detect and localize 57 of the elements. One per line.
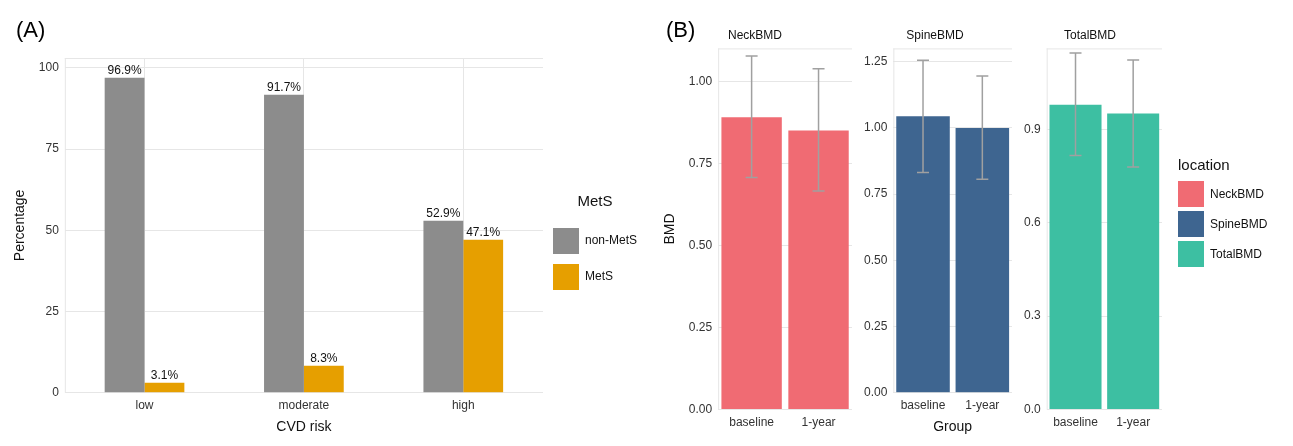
x-tick-label: moderate bbox=[278, 398, 330, 413]
x-tick-label: baseline bbox=[729, 415, 775, 430]
y-axis-title: BMD bbox=[661, 213, 678, 245]
data-label: 47.1% bbox=[466, 225, 501, 240]
chart-title: TotalBMD bbox=[1063, 27, 1117, 42]
y-tick-label: 75 bbox=[45, 141, 60, 156]
x-tick-label: low bbox=[135, 398, 154, 413]
bar bbox=[423, 220, 464, 393]
y-tick-label: 25 bbox=[45, 303, 60, 318]
text: NeckBMD bbox=[1210, 186, 1265, 201]
bar bbox=[264, 94, 304, 393]
legend-label: TotalBMD bbox=[1210, 246, 1263, 261]
text: SpineBMD bbox=[906, 27, 965, 42]
data-label: 3.1% bbox=[150, 368, 179, 383]
y-tick-label: 0.0 bbox=[1023, 401, 1041, 416]
y-tick-label: 0.00 bbox=[864, 385, 888, 400]
x-tick-label: high bbox=[451, 398, 475, 413]
legend-title: MetS bbox=[577, 191, 613, 209]
y-tick-label: 1.25 bbox=[864, 53, 888, 68]
text: SpineBMD bbox=[1210, 216, 1268, 231]
x-tick-label: 1-year bbox=[965, 398, 1000, 413]
x-axis-title: CVD risk bbox=[276, 418, 333, 435]
y-tick-label: 50 bbox=[45, 222, 60, 237]
y-tick-label: 0.50 bbox=[864, 252, 888, 267]
text: (A) bbox=[16, 17, 46, 43]
y-tick-label: 1.00 bbox=[864, 120, 888, 135]
x-tick-label: 1-year bbox=[1116, 415, 1151, 430]
y-tick-label: 0.9 bbox=[1023, 121, 1041, 136]
y-tick-label: 0 bbox=[52, 385, 60, 400]
data-label: 8.3% bbox=[310, 351, 338, 366]
y-tick-label: 0.75 bbox=[864, 186, 888, 201]
legend-label: non-MetS bbox=[584, 233, 638, 248]
y-tick-label: 1.00 bbox=[688, 73, 713, 88]
y-tick-label: 0.75 bbox=[688, 155, 713, 170]
x-tick-label: baseline bbox=[1053, 415, 1099, 430]
bar bbox=[144, 382, 185, 393]
y-tick-label: 100 bbox=[38, 60, 60, 75]
data-label: 52.9% bbox=[426, 206, 461, 221]
x-tick-label: 1-year bbox=[801, 415, 836, 430]
y-axis-title: Percentage bbox=[11, 189, 28, 262]
y-tick-label: 0.00 bbox=[688, 401, 713, 416]
x-tick-label: baseline bbox=[900, 398, 946, 413]
bar bbox=[104, 77, 145, 393]
y-tick-label: 0.25 bbox=[864, 318, 888, 333]
y-tick-label: 0.3 bbox=[1023, 308, 1041, 323]
x-axis-title: Group bbox=[933, 418, 973, 435]
data-label: 96.9% bbox=[107, 63, 142, 78]
y-tick-label: 0.25 bbox=[688, 319, 713, 334]
text: (B) bbox=[666, 17, 696, 43]
y-tick-label: 0.50 bbox=[688, 237, 713, 252]
legend-title: location bbox=[1178, 155, 1231, 173]
bar bbox=[463, 239, 504, 393]
bar bbox=[303, 365, 344, 393]
data-label: 91.7% bbox=[266, 80, 302, 95]
text: NeckBMD bbox=[727, 27, 783, 42]
y-tick-label: 0.6 bbox=[1023, 215, 1041, 230]
legend-label: MetS bbox=[584, 269, 613, 284]
